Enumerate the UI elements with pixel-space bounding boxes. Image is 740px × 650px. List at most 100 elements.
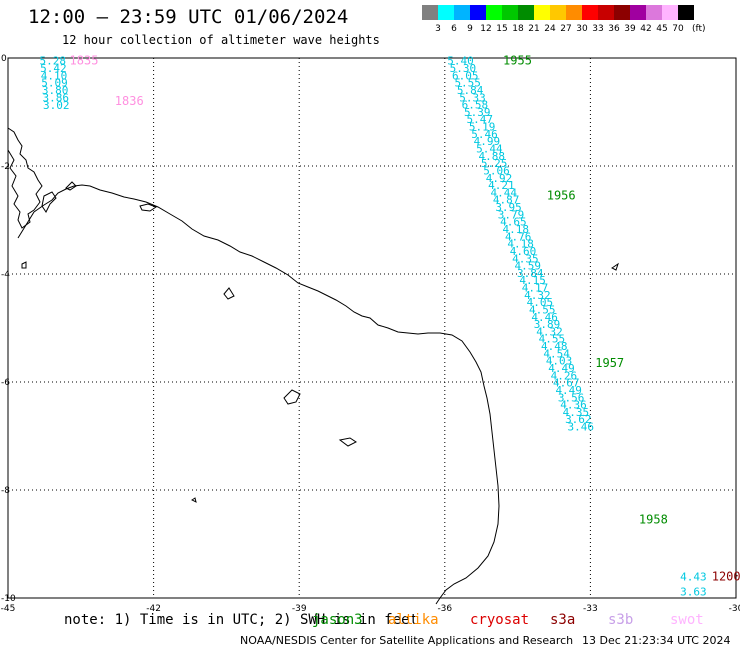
- color-scale-swatch: [422, 5, 438, 20]
- wave-height-value: 4.88: [478, 150, 505, 163]
- x-tick-label: -36: [437, 604, 452, 614]
- wave-height-value: 5.09: [41, 77, 68, 90]
- color-scale-label: 3: [435, 24, 441, 34]
- color-scale-label: 24: [544, 24, 556, 34]
- mission-label-cryosat: cryosat: [470, 612, 530, 628]
- color-scale-swatch: [566, 5, 582, 20]
- color-scale-label: 30: [576, 24, 588, 34]
- wave-height-value: 3.86: [42, 91, 68, 104]
- color-scale-swatch: [582, 5, 598, 20]
- coastline-cape: [65, 181, 77, 191]
- wave-height-value: 4.44: [491, 186, 518, 199]
- note-text: note: 1) Time is in UTC; 2) SWH is in fe…: [64, 612, 419, 628]
- wave-height-value: 4.54: [543, 347, 570, 360]
- color-scale-label: 12: [480, 24, 491, 34]
- wave-height-value: 3.62: [565, 413, 592, 426]
- color-scale-swatch: [470, 5, 486, 20]
- color-scale-swatch: [598, 5, 614, 20]
- color-scale-swatch: [438, 5, 454, 20]
- track-time-label: 1955: [503, 54, 532, 68]
- color-scale-swatch: [630, 5, 646, 20]
- wave-height-value: 4.65: [500, 216, 526, 229]
- color-scale-label: 45: [656, 24, 667, 34]
- map-subtitle: 12 hour collection of altimeter wave hei…: [62, 33, 380, 47]
- altimeter-tracks: 5.285.424.105.093.803.863.02 1835 1836 1955…: [40, 54, 740, 599]
- color-scale-swatch: [502, 5, 518, 20]
- x-tick-label: -42: [146, 604, 161, 614]
- y-tick-label: -8: [1, 486, 10, 496]
- wave-height-value: 3.56: [558, 391, 585, 404]
- color-scale-label: 15: [496, 24, 507, 34]
- wave-height-value: 4.49: [548, 362, 575, 375]
- color-scale-unit: (ft): [692, 24, 706, 34]
- wave-height-value: 4.21: [488, 179, 515, 192]
- y-tick-label: -6: [1, 378, 10, 388]
- island-7: [191, 497, 197, 503]
- wave-height-value: 4.18: [503, 223, 530, 236]
- color-scale-label: 39: [624, 24, 636, 34]
- wave-height-value: 5.42: [40, 62, 67, 75]
- map-title: 12:00 – 23:59 UTC 01/06/2024: [28, 6, 349, 28]
- wave-height-value: 3.84: [517, 267, 544, 280]
- color-scale-swatch: [662, 5, 678, 20]
- map-frame: [7, 57, 737, 599]
- wave-height-value: 4.03: [546, 355, 573, 368]
- wave-height-value: 4.32: [524, 289, 551, 302]
- wave-height-value: 4.05: [527, 296, 554, 309]
- wave-height-value: 5.44: [476, 143, 503, 156]
- wave-height-value: 4.26: [551, 369, 578, 382]
- wave-height-value: 3.80: [42, 84, 69, 97]
- wave-height-value: 4.99: [474, 135, 501, 148]
- x-tick-label: -30: [729, 604, 740, 614]
- wave-height-value: 5.40: [447, 55, 474, 68]
- wave-height-value: 4.35: [512, 252, 539, 265]
- color-scale-label: 6: [451, 24, 457, 34]
- mission-label-swot: swot: [670, 612, 704, 628]
- mission-label-s3b: s3b: [608, 612, 634, 628]
- wave-height-value: 4.49: [555, 384, 582, 397]
- track-time-label: 1200: [712, 569, 740, 583]
- wave-height-value: 3.46: [567, 421, 594, 434]
- wave-height-value: 4.43: [680, 570, 707, 583]
- color-scale-label: 42: [640, 24, 651, 34]
- color-scale-swatch: [646, 5, 662, 20]
- track-time-label: 1836: [115, 94, 144, 108]
- island-3: [283, 389, 301, 405]
- track-time-label: 1957: [595, 356, 624, 370]
- wave-height-value: 4.10: [41, 69, 68, 82]
- wave-height-value: 5.55: [454, 77, 481, 90]
- color-scale-label: 33: [592, 24, 603, 34]
- y-tick-label: -2: [1, 162, 10, 172]
- color-scale-label: 9: [467, 24, 473, 34]
- x-tick-label: -45: [1, 604, 16, 614]
- track-time-label: 1956: [547, 189, 576, 203]
- wave-height-value: 4.55: [539, 333, 566, 346]
- island-6: [21, 261, 27, 269]
- color-scale-label: 27: [560, 24, 571, 34]
- axis-labels: -45 -42 -39 -36 -33 -30 0 -2 -4 -6 -8 -10: [1, 54, 740, 614]
- wave-height-value: 4.59: [515, 260, 542, 273]
- color-scale-swatch: [534, 5, 550, 20]
- wave-height-value: 5.47: [466, 113, 493, 126]
- wave-height-value: 5.30: [450, 62, 477, 75]
- island-1: [139, 203, 158, 212]
- wave-height-value: 4.87: [493, 194, 519, 207]
- track-time-label: 1835: [70, 54, 99, 68]
- x-tick-label: -33: [583, 604, 598, 614]
- color-scale-label: 36: [608, 24, 620, 34]
- wave-height-value: 3.02: [43, 99, 69, 112]
- wave-height-value: 3.63: [680, 586, 707, 599]
- wave-height-value: 4.60: [510, 245, 537, 258]
- wave-height-value: 4.36: [560, 399, 587, 412]
- wave-height-value: 5.46: [471, 128, 498, 141]
- color-scale-swatch: [454, 5, 470, 20]
- wave-height-value: 4.92: [486, 172, 512, 185]
- island-2: [223, 287, 235, 300]
- y-tick-label: -4: [1, 270, 10, 280]
- color-scale-swatch: [486, 5, 502, 20]
- island-4: [338, 437, 357, 447]
- island-5: [611, 262, 619, 271]
- wave-height-value: 5.84: [457, 84, 484, 97]
- wave-height-value: 6.58: [462, 99, 489, 112]
